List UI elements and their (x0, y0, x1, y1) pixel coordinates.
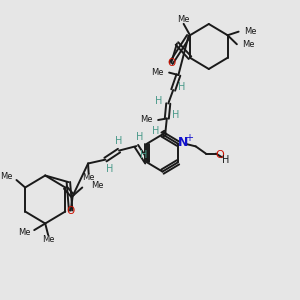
Text: H: H (172, 110, 179, 121)
Text: Me: Me (177, 15, 190, 24)
Text: Me: Me (152, 68, 164, 77)
Text: H: H (222, 154, 229, 165)
Text: O: O (216, 149, 224, 160)
Text: H: H (136, 132, 144, 142)
Text: H: H (106, 164, 113, 174)
Text: Me: Me (244, 27, 256, 36)
Text: Me: Me (140, 116, 153, 124)
Text: Me: Me (18, 228, 30, 237)
Text: O: O (67, 206, 75, 216)
Text: Me: Me (242, 40, 255, 49)
Text: O: O (167, 58, 175, 68)
Text: Me: Me (1, 172, 13, 181)
Text: Me: Me (82, 173, 94, 182)
Text: H: H (178, 82, 186, 92)
Text: H: H (152, 125, 160, 136)
Text: N: N (178, 136, 188, 149)
Text: Me: Me (42, 235, 54, 244)
Text: +: + (185, 133, 193, 143)
Text: H: H (115, 136, 122, 146)
Text: H: H (155, 95, 163, 106)
Text: Me: Me (91, 182, 103, 190)
Text: H: H (140, 150, 147, 160)
